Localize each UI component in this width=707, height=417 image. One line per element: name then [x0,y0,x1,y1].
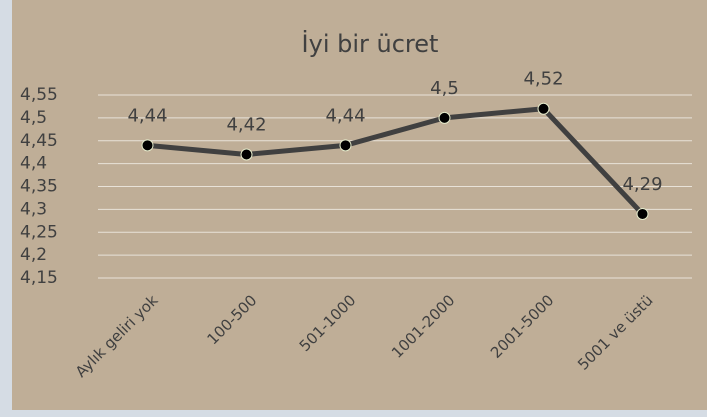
y-tick-label: 4,25 [20,222,58,242]
marker [141,139,154,152]
marker [240,148,253,161]
marker [339,139,352,152]
y-tick-label: 4,45 [20,131,58,151]
data-label: 4,44 [325,105,365,126]
chart-area [12,0,707,410]
chart-title: İyi bir ücret [302,29,439,58]
marker [537,102,550,115]
data-label: 4,44 [127,105,167,126]
data-label: 4,29 [622,174,662,195]
y-tick-label: 4,15 [20,268,58,288]
data-label: 4,52 [523,69,563,90]
y-tick-label: 4,55 [20,85,58,105]
y-tick-label: 4,4 [20,154,47,174]
y-tick-label: 4,2 [20,245,47,265]
data-label: 4,42 [226,114,266,135]
data-label: 4,5 [430,78,459,99]
y-tick-label: 4,3 [20,199,47,219]
y-tick-label: 4,35 [20,177,58,197]
marker [438,111,451,124]
y-tick-label: 4,5 [20,108,47,128]
marker [636,207,649,220]
line [147,106,645,216]
